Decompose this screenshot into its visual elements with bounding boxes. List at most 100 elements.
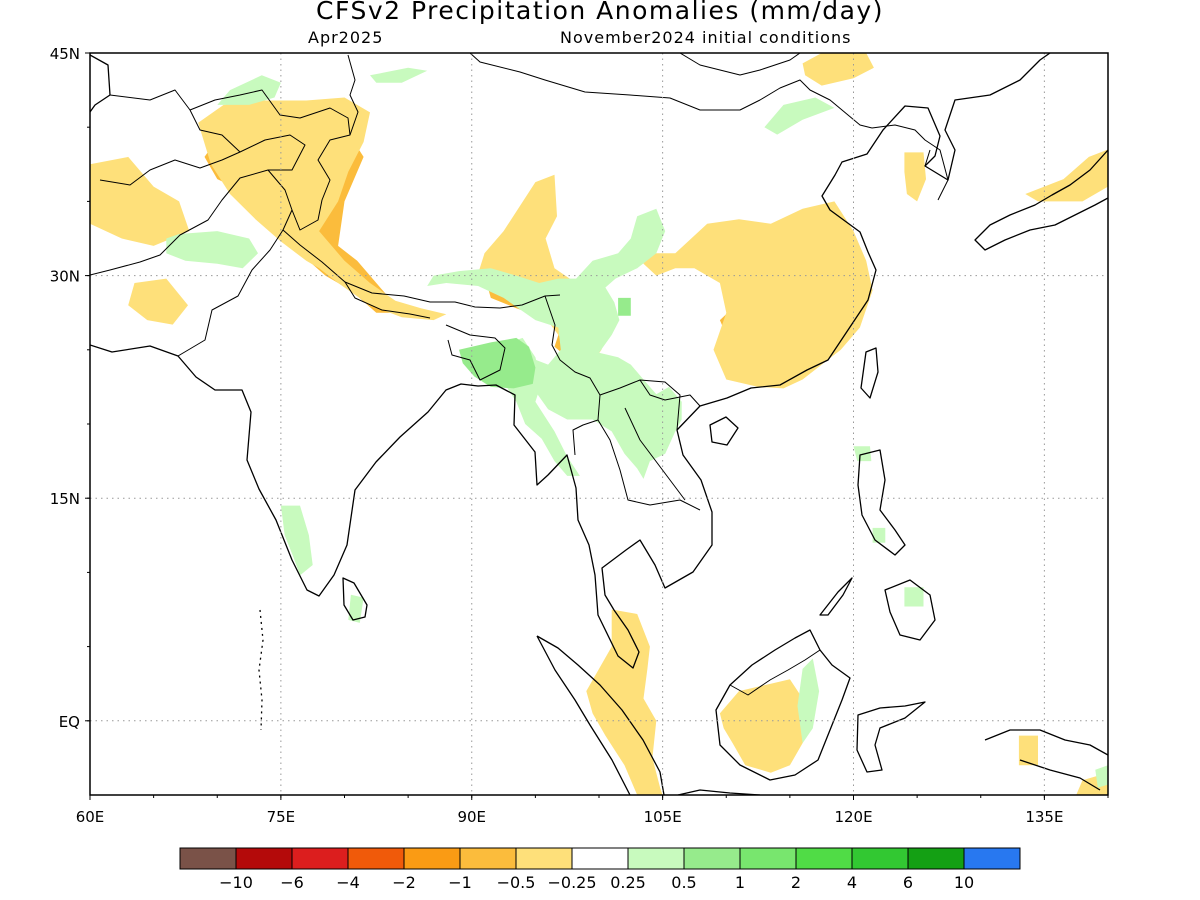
lat-tick-label: EQ <box>59 713 80 731</box>
border-india-nepal-china <box>282 229 561 309</box>
anomaly-layer <box>90 53 1108 795</box>
anomaly-region <box>370 67 428 83</box>
anomaly-region <box>904 587 924 607</box>
colorbar-label: 4 <box>847 873 857 892</box>
lon-tick-label: 75E <box>267 808 296 826</box>
colorbar-label: 0.25 <box>610 873 646 892</box>
coastline-layer <box>90 53 1108 795</box>
anomaly-region <box>872 527 886 543</box>
colorbar: −10 −6 −4 −2 −1 −0.5 −0.25 0.25 0.5 1 2 4 6 10 <box>179 847 1021 892</box>
lon-tick-label: 105E <box>644 808 682 826</box>
coastline-asia-mainland <box>90 53 1051 669</box>
anomaly-region <box>128 278 188 325</box>
anomaly-region <box>198 97 447 321</box>
chart-title: CFSv2 Precipitation Anomalies (mm/day) <box>316 0 884 25</box>
colorbar-swatch <box>179 847 237 870</box>
anomaly-region <box>586 609 663 795</box>
colorbar-swatch <box>739 847 797 870</box>
coastline-hainan <box>709 416 739 446</box>
lon-tick-label: 120E <box>834 808 872 826</box>
border-china-russia <box>679 53 801 76</box>
coastline-luzon <box>857 449 906 556</box>
colorbar-swatch <box>403 847 461 870</box>
colorbar-swatch <box>459 847 517 870</box>
country-borders-layer <box>90 53 949 696</box>
colorbar-swatch <box>683 847 741 870</box>
lon-tick-label: 135E <box>1025 808 1063 826</box>
border-china-mongolia <box>469 53 873 129</box>
colorbar-swatch <box>515 847 573 870</box>
anomaly-region <box>1018 735 1038 766</box>
coastline-maldives <box>258 609 264 731</box>
colorbar-swatch <box>627 847 685 870</box>
border-thailand-cambodia <box>597 419 701 511</box>
coastline-mindanao <box>884 579 936 641</box>
anomaly-region <box>348 594 364 623</box>
colorbar-label: 0.5 <box>671 873 696 892</box>
lat-tick-label: 15N <box>50 490 80 508</box>
colorbar-label: −10 <box>219 873 253 892</box>
colorbar-swatch <box>235 847 293 870</box>
lat-tick-label: 45N <box>50 45 80 63</box>
border-nepal-south <box>344 281 431 319</box>
colorbar-label: −0.5 <box>497 873 536 892</box>
colorbar-swatch <box>851 847 909 870</box>
colorbar-label: 1 <box>735 873 745 892</box>
colorbar-swatch <box>291 847 349 870</box>
coastline-taiwan <box>860 347 879 399</box>
colorbar-swatch <box>347 847 405 870</box>
anomaly-region <box>1025 149 1108 202</box>
initial-conditions: November2024 initial conditions <box>560 28 852 47</box>
colorbar-label: −6 <box>280 873 304 892</box>
coastline-sulawesi <box>856 701 926 773</box>
colorbar-label: −4 <box>336 873 360 892</box>
coastline-sri-lanka <box>342 577 368 621</box>
border-china-vietnam <box>639 379 701 407</box>
colorbar-swatch <box>907 847 965 870</box>
border-china-kazakhstan <box>291 54 359 231</box>
coastline-japan <box>974 149 1108 251</box>
anomaly-region <box>1095 765 1108 788</box>
graticule <box>90 53 1108 795</box>
coastline-sumatra <box>536 635 665 795</box>
anomaly-region <box>427 208 682 479</box>
border-korea <box>871 124 949 201</box>
lat-tick-label: 30N <box>50 268 80 286</box>
coastline-java <box>677 789 761 795</box>
coastline-borneo <box>715 629 851 781</box>
lon-tick-label: 60E <box>76 808 105 826</box>
colorbar-label: 2 <box>791 873 801 892</box>
border-india-pakistan <box>177 169 293 357</box>
anomaly-region <box>166 231 258 269</box>
colorbar-label: 6 <box>903 873 913 892</box>
lon-tick-label: 90E <box>457 808 486 826</box>
coastline-palawan <box>819 577 853 616</box>
anomaly-region <box>719 679 809 773</box>
colorbar-swatch <box>571 847 629 870</box>
anomaly-region <box>802 53 874 86</box>
anomaly-region <box>618 297 631 316</box>
border-malaysia-indonesia-borneo <box>729 649 821 696</box>
colorbar-label: −0.25 <box>547 873 596 892</box>
coastline-new-guinea <box>984 729 1108 791</box>
border-laos-vietnam <box>599 379 686 501</box>
anomaly-region <box>797 658 820 744</box>
colorbar-label: 10 <box>954 873 974 892</box>
axis-ticks: 60E 75E 90E 105E 120E 135E 45N 30N 15N EQ <box>50 45 1109 826</box>
anomaly-region <box>217 75 281 105</box>
border-central-asia <box>109 89 351 153</box>
colorbar-label: −2 <box>392 873 416 892</box>
anomaly-region <box>90 156 190 246</box>
colorbar-label: −1 <box>448 873 472 892</box>
forecast-month: Apr2025 <box>308 28 384 47</box>
border-afghanistan <box>90 134 306 276</box>
border-bangladesh <box>445 324 506 381</box>
anomaly-region <box>904 152 926 202</box>
anomaly-region <box>853 446 872 462</box>
colorbar-swatch <box>795 847 853 870</box>
border-myanmar <box>544 295 601 456</box>
colorbar-swatch <box>963 847 1021 870</box>
anomaly-region <box>643 201 873 389</box>
anomaly-region <box>764 97 835 135</box>
